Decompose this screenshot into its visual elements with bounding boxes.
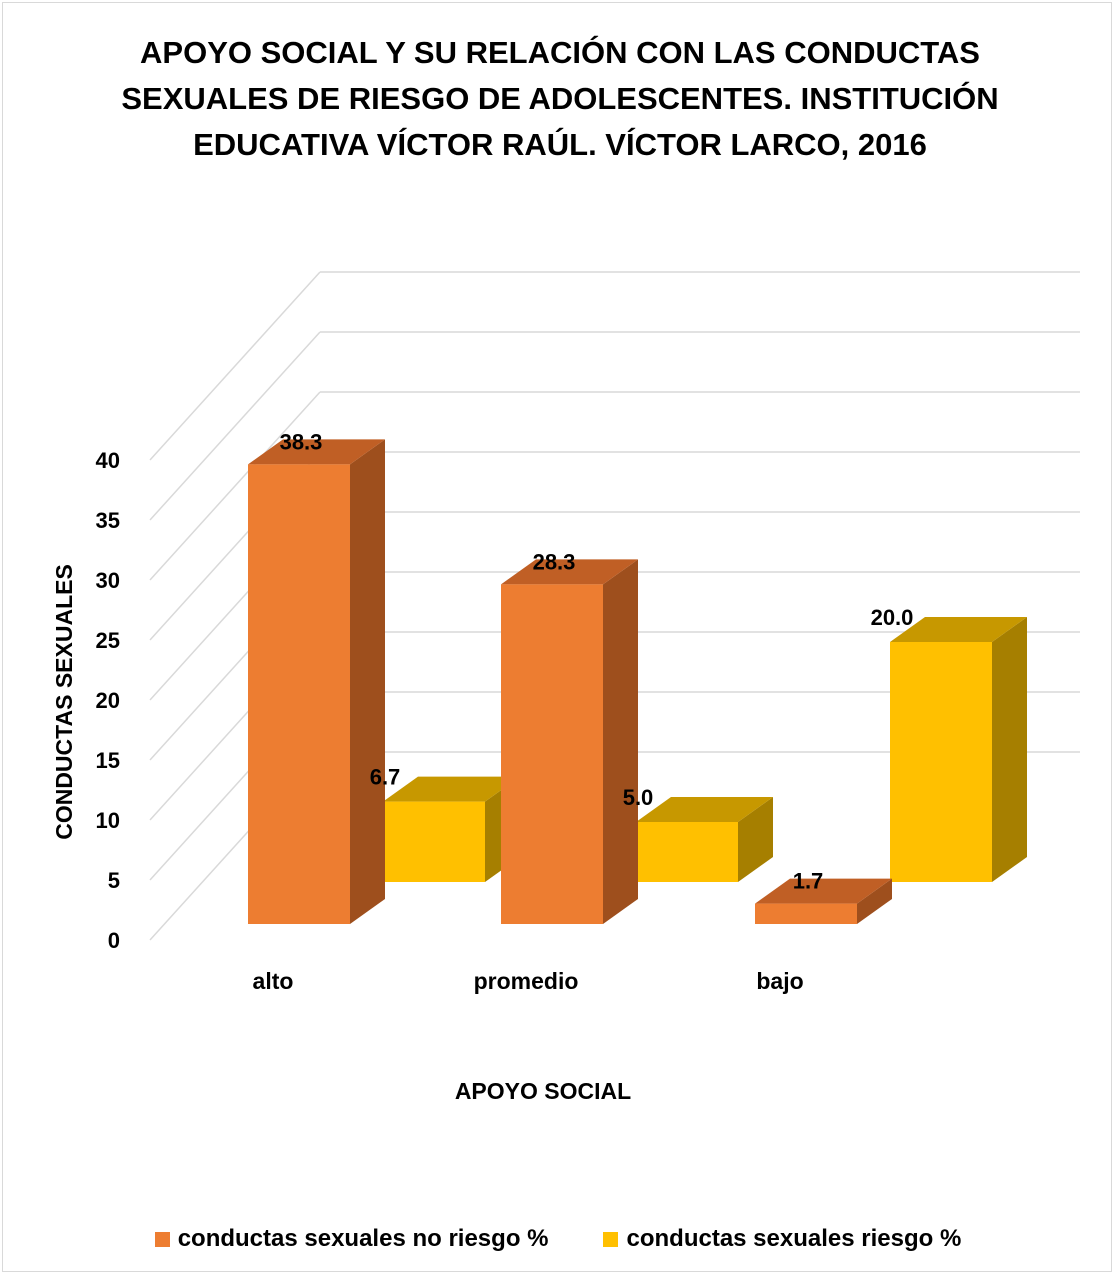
x-axis-title: APOYO SOCIAL — [455, 1078, 631, 1104]
bar-riesgo-promedio-front — [636, 822, 738, 882]
gridline-side-30 — [149, 391, 321, 581]
bar-no-riesgo-bajo-front — [755, 903, 857, 924]
y-tick-label: 35 — [96, 508, 120, 533]
bar-riesgo-bajo-side — [992, 617, 1027, 882]
bar-no-riesgo-alto-side — [350, 439, 385, 924]
chart-title-line-2: SEXUALES DE RIESGO DE ADOLESCENTES. INST… — [121, 81, 999, 116]
bar-no-riesgo-promedio-top — [501, 559, 638, 585]
bar-riesgo-bajo-front — [890, 642, 992, 882]
y-tick-label: 15 — [96, 748, 120, 773]
y-axis-title: CONDUCTAS SEXUALES — [51, 564, 77, 840]
bar-no-riesgo-bajo-top — [755, 878, 892, 904]
bar-riesgo-promedio-top — [636, 797, 773, 822]
legend-item-riesgo: conductas sexuales riesgo % — [603, 1225, 961, 1253]
legend-swatch-riesgo — [603, 1231, 619, 1247]
bar-no-riesgo-promedio-front — [501, 584, 603, 924]
x-tick-label-bajo: bajo — [756, 968, 803, 994]
legend-item-no-riesgo: conductas sexuales no riesgo % — [154, 1225, 549, 1253]
y-tick-label: 5 — [108, 868, 120, 893]
legend-label-no-riesgo: conductas sexuales no riesgo % — [177, 1225, 549, 1252]
bar-no-riesgo-bajo-side — [857, 878, 892, 924]
data-label-riesgo-alto: 6.7 — [370, 765, 401, 790]
bar-riesgo-alto-front — [383, 801, 485, 882]
legend-label-riesgo: conductas sexuales riesgo % — [626, 1225, 962, 1252]
bar-no-riesgo-bajo — [755, 878, 892, 924]
y-tick-label: 25 — [96, 628, 120, 653]
bar-riesgo-alto-top — [383, 776, 520, 802]
gridline-side-40 — [149, 271, 321, 461]
legend-swatch-no-riesgo — [154, 1231, 170, 1247]
bar-riesgo-bajo — [890, 617, 1027, 882]
bar-no-riesgo-promedio — [501, 559, 638, 924]
y-tick-label: 40 — [96, 448, 120, 473]
y-tick-label: 10 — [96, 808, 120, 833]
y-tick-label: 0 — [108, 928, 120, 953]
data-label-no-riesgo-bajo: 1.7 — [793, 869, 824, 894]
bar-no-riesgo-alto-top — [248, 439, 385, 465]
y-tick-label: 20 — [96, 688, 120, 713]
legend: conductas sexuales no riesgo % conductas… — [0, 1225, 1116, 1253]
data-label-no-riesgo-promedio: 28.3 — [533, 549, 576, 574]
chart-title: APOYO SOCIAL Y SU RELACIÓN CON LAS CONDU… — [60, 30, 1060, 168]
bar-riesgo-alto — [383, 776, 520, 882]
bar-no-riesgo-alto-front — [248, 464, 350, 924]
data-label-no-riesgo-alto: 38.3 — [280, 429, 323, 454]
bar-no-riesgo-promedio-side — [603, 559, 638, 924]
chart-title-line-1: APOYO SOCIAL Y SU RELACIÓN CON LAS CONDU… — [140, 35, 980, 70]
data-label-riesgo-promedio: 5.0 — [623, 785, 654, 810]
chart-title-line-3: EDUCATIVA VÍCTOR RAÚL. VÍCTOR LARCO, 201… — [193, 127, 927, 162]
bar-no-riesgo-alto — [248, 439, 385, 924]
x-tick-label-alto: alto — [253, 968, 294, 994]
bar-riesgo-promedio — [636, 797, 773, 882]
data-label-riesgo-bajo: 20.0 — [871, 605, 914, 630]
x-tick-label-promedio: promedio — [474, 968, 579, 994]
bar-riesgo-bajo-top — [890, 617, 1027, 642]
bar-riesgo-promedio-side — [738, 797, 773, 882]
gridline-side-35 — [149, 331, 321, 521]
y-tick-label: 30 — [96, 568, 120, 593]
